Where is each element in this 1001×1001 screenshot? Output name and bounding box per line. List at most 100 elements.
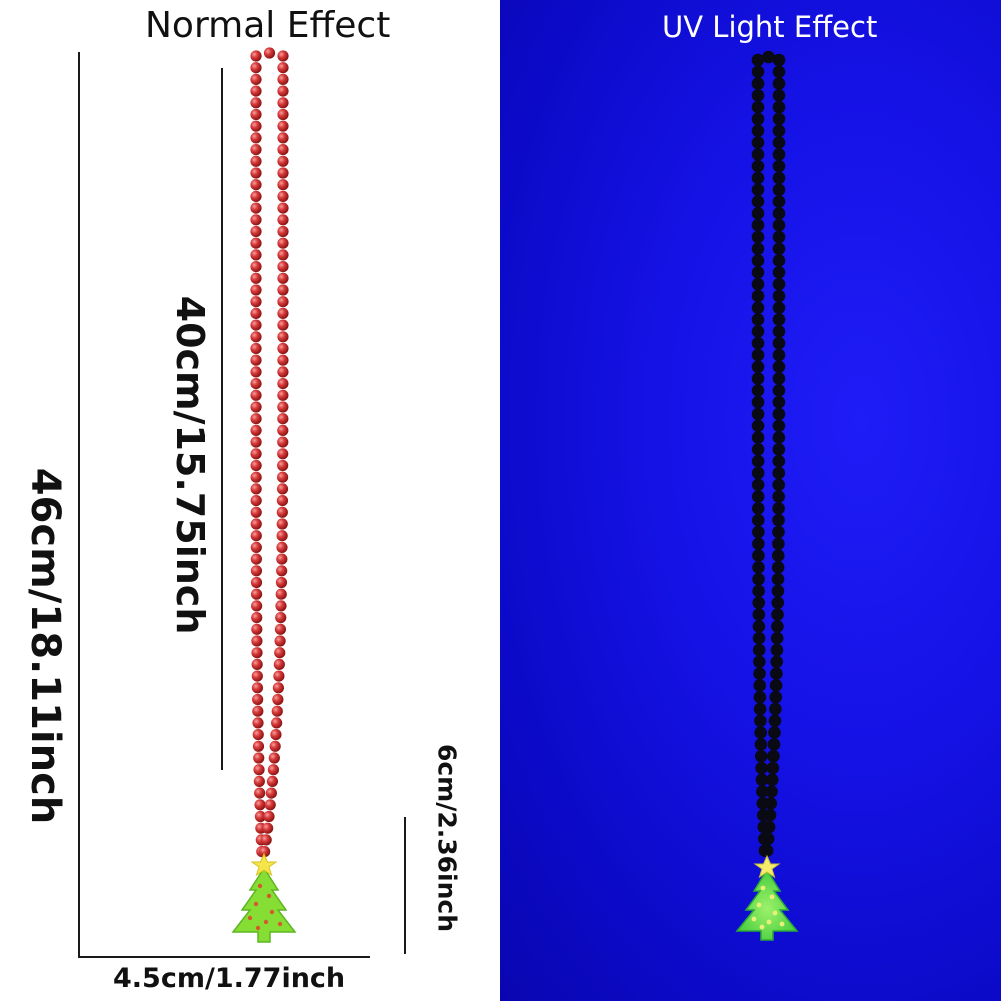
- bead: [274, 623, 287, 635]
- bead: [772, 183, 786, 197]
- bead: [252, 705, 264, 717]
- bead: [772, 218, 786, 232]
- bead: [751, 242, 765, 256]
- bead: [752, 549, 765, 562]
- bead: [751, 112, 765, 126]
- bead: [263, 810, 275, 823]
- bead: [772, 148, 786, 161]
- bead: [277, 354, 289, 366]
- bead: [276, 495, 289, 507]
- bead: [756, 785, 769, 798]
- bead: [250, 307, 262, 319]
- bead: [772, 478, 786, 492]
- bead: [772, 395, 786, 409]
- bead: [277, 85, 289, 97]
- bead: [277, 225, 289, 238]
- bead: [751, 159, 765, 173]
- bead: [250, 565, 263, 577]
- bead: [277, 413, 289, 425]
- bead: [250, 167, 262, 179]
- bead: [751, 277, 765, 291]
- bead: [769, 679, 783, 692]
- bead: [250, 553, 262, 565]
- bead: [250, 436, 262, 448]
- bead: [250, 214, 262, 226]
- bead: [772, 159, 786, 173]
- bead: [772, 289, 786, 303]
- bead: [250, 471, 262, 483]
- bead: [755, 761, 768, 775]
- bead: [250, 155, 262, 167]
- bead: [250, 85, 262, 97]
- bead: [772, 313, 786, 326]
- bead: [772, 384, 786, 397]
- bead: [277, 73, 289, 85]
- tree-ornaments: [247, 883, 283, 931]
- bead: [763, 808, 777, 822]
- bead: [751, 490, 765, 503]
- bead: [772, 230, 786, 244]
- bead: [751, 254, 765, 267]
- bead: [764, 797, 778, 810]
- bead: [250, 319, 262, 331]
- bead: [270, 729, 282, 741]
- bead: [250, 518, 262, 530]
- bead: [751, 266, 765, 279]
- bead: [251, 623, 263, 635]
- bead: [250, 108, 262, 121]
- bead: [251, 600, 263, 612]
- bead: [250, 576, 263, 589]
- bead: [251, 635, 263, 647]
- bead: [751, 407, 765, 421]
- chain-length-line: [221, 68, 223, 770]
- bead: [250, 179, 262, 191]
- bead: [250, 284, 262, 296]
- bead: [771, 608, 784, 621]
- bead: [772, 336, 786, 350]
- bead: [250, 132, 262, 144]
- bead: [277, 424, 289, 436]
- bead: [271, 717, 283, 729]
- bead: [772, 502, 785, 515]
- bead: [772, 112, 786, 126]
- bead: [277, 448, 289, 460]
- bead: [772, 513, 785, 527]
- bead: [250, 261, 262, 273]
- bead: [772, 171, 786, 185]
- bead: [772, 277, 786, 291]
- bead: [275, 576, 288, 589]
- bead: [753, 702, 767, 716]
- bead: [753, 679, 766, 692]
- bead: [250, 366, 262, 378]
- bead: [772, 89, 786, 102]
- uv-effect-title: UV Light Effect: [662, 10, 878, 44]
- bead: [771, 620, 784, 633]
- bead: [753, 690, 767, 704]
- uv-tree-pendant: [735, 854, 799, 941]
- bead: [276, 483, 289, 495]
- bead: [768, 726, 781, 739]
- bead: [751, 348, 765, 362]
- bead: [271, 705, 283, 717]
- bead: [770, 667, 783, 680]
- bead: [250, 144, 262, 156]
- bead: [252, 717, 264, 729]
- bead: [772, 136, 786, 149]
- pendant-height-line: [404, 817, 406, 954]
- tree-shape: [735, 868, 799, 941]
- bead: [772, 537, 785, 551]
- bead: [250, 202, 262, 214]
- bead: [771, 572, 785, 586]
- bead: [762, 820, 776, 834]
- normal-tree-pendant: [231, 852, 297, 943]
- bead: [250, 506, 262, 518]
- bead: [252, 729, 264, 741]
- bead: [277, 296, 289, 308]
- bead: [276, 471, 289, 483]
- bead: [250, 190, 262, 202]
- bead: [277, 389, 289, 401]
- bead: [751, 384, 765, 397]
- normal-effect-panel: [0, 0, 500, 1001]
- bead: [751, 136, 765, 149]
- bead: [772, 195, 786, 208]
